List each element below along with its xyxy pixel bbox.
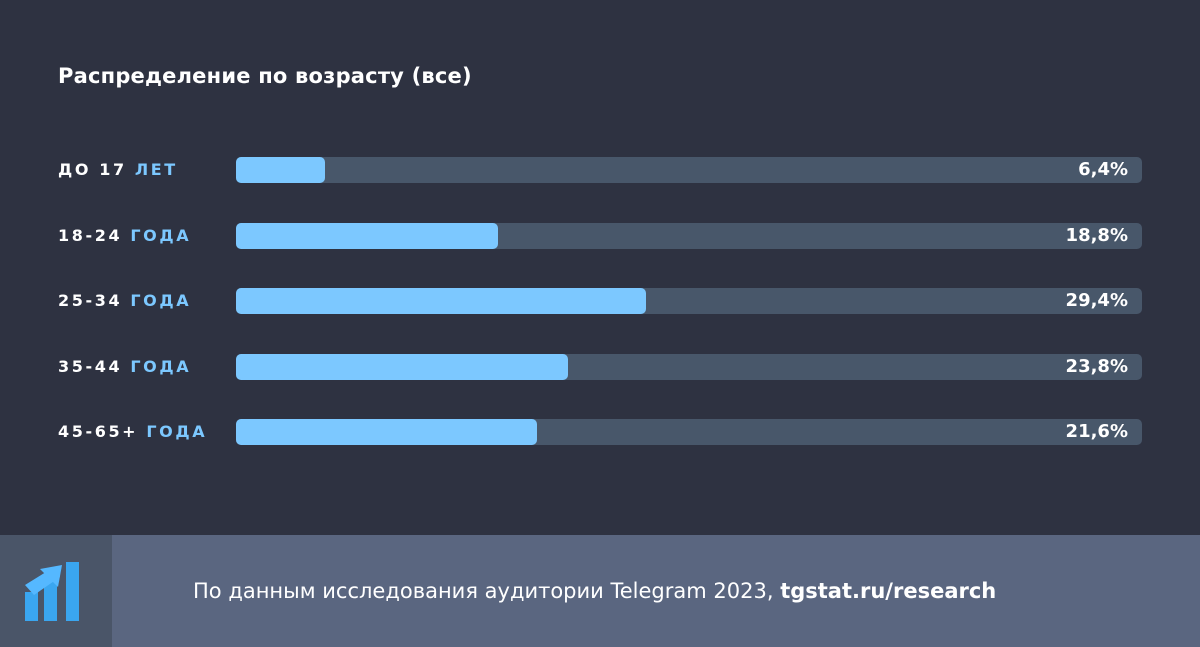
category-number: 35-44 — [58, 357, 123, 376]
bar-track: 21,6% — [236, 419, 1142, 445]
category-unit: ГОДА — [130, 226, 192, 245]
value-label: 18,8% — [1065, 225, 1128, 246]
chart-title: Распределение по возрасту (все) — [58, 64, 472, 88]
bar — [236, 223, 498, 249]
value-label: 29,4% — [1065, 290, 1128, 311]
footer: По данным исследования аудитории Telegra… — [0, 535, 1200, 647]
category-label: 45-65+ ГОДА — [58, 419, 207, 445]
bar-row: 25-34 ГОДА 29,4% — [0, 288, 1200, 314]
value-label: 6,4% — [1078, 159, 1128, 180]
category-unit: ГОДА — [130, 357, 192, 376]
category-label: 35-44 ГОДА — [58, 354, 191, 380]
category-unit: ГОДА — [130, 291, 192, 310]
bar-track: 6,4% — [236, 157, 1142, 183]
category-number: ДО 17 — [58, 160, 127, 179]
bar-row: 35-44 ГОДА 23,8% — [0, 354, 1200, 380]
bar-track: 18,8% — [236, 223, 1142, 249]
value-label: 21,6% — [1065, 421, 1128, 442]
bar-track: 23,8% — [236, 354, 1142, 380]
bar-track: 29,4% — [236, 288, 1142, 314]
category-unit: ГОДА — [146, 422, 208, 441]
category-label: 25-34 ГОДА — [58, 288, 191, 314]
bar-row: ДО 17 ЛЕТ 6,4% — [0, 157, 1200, 183]
age-distribution-chart: Распределение по возрасту (все) ДО 17 ЛЕ… — [0, 64, 1200, 445]
bar — [236, 419, 538, 445]
category-unit: ЛЕТ — [134, 160, 178, 179]
bar — [236, 157, 326, 183]
bar-row: 18-24 ГОДА 18,8% — [0, 223, 1200, 249]
bar-row: 45-65+ ГОДА 21,6% — [0, 419, 1200, 445]
bar — [236, 354, 568, 380]
tgstat-logo-icon — [25, 562, 79, 621]
footer-source-text: По данным исследования аудитории Telegra… — [193, 575, 996, 607]
value-label: 23,8% — [1065, 356, 1128, 377]
category-label: ДО 17 ЛЕТ — [58, 157, 178, 183]
footer-text: По данным исследования аудитории Telegra… — [193, 579, 774, 603]
bar — [236, 288, 646, 314]
category-number: 45-65+ — [58, 422, 139, 441]
category-label: 18-24 ГОДА — [58, 223, 191, 249]
category-number: 18-24 — [58, 226, 123, 245]
logo-box — [0, 535, 112, 647]
category-number: 25-34 — [58, 291, 123, 310]
footer-link[interactable]: tgstat.ru/research — [780, 579, 997, 603]
